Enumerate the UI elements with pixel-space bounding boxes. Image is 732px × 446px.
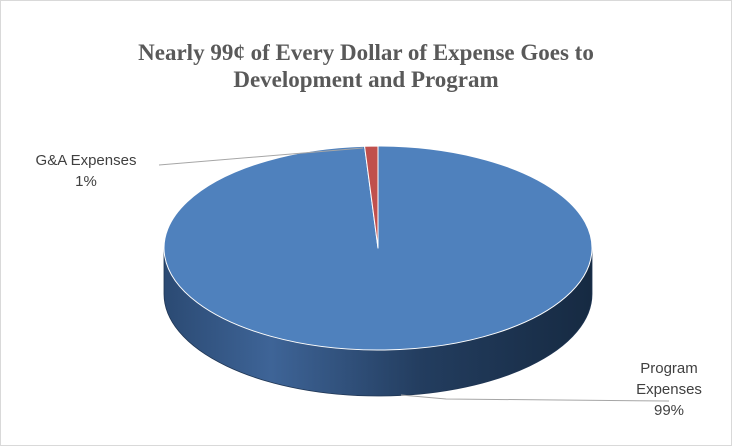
data-label-program-expenses-value: 99% <box>654 402 684 419</box>
data-label-program-expenses-name: Expenses <box>636 381 702 398</box>
chart-title: Nearly 99¢ of Every Dollar of Expense Go… <box>1 39 731 93</box>
leader-line-g-a-expenses <box>158 147 364 166</box>
label-layer: Program Expenses 99% G&A Expenses 1% <box>36 147 702 419</box>
data-label-program-expenses-name: Program <box>640 360 698 377</box>
data-label-g-a-expenses-name: G&A Expenses <box>36 152 137 169</box>
chart-title-line-2: Development and Program <box>233 67 499 92</box>
chart-title-line-1: Nearly 99¢ of Every Dollar of Expense Go… <box>138 40 594 65</box>
pie-slice-g-a-expenses <box>364 145 379 249</box>
data-label-g-a-expenses-value: 1% <box>75 173 97 190</box>
leader-line-program-expenses <box>400 394 670 402</box>
pie-layer <box>163 145 593 397</box>
